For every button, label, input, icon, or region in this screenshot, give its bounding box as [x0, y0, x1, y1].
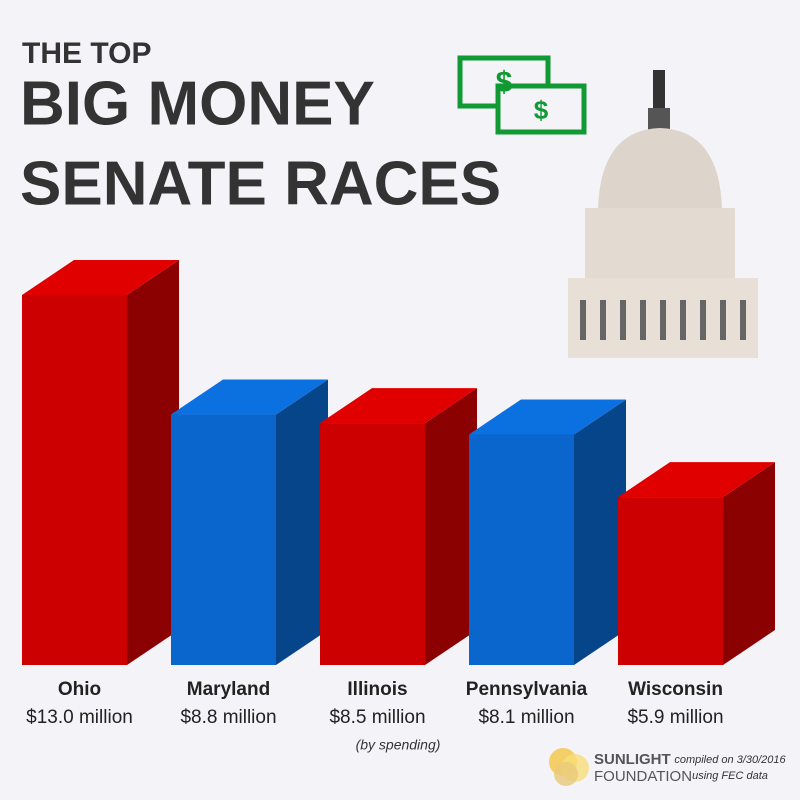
value-label: $13.0 million [26, 707, 133, 728]
category-label: Illinois [347, 679, 407, 700]
bar-side [723, 462, 775, 665]
category-label: Wisconsin [628, 679, 723, 700]
source-org: SUNLIGHT [594, 751, 671, 768]
source-note: compiled on 3/30/2016 [674, 754, 786, 766]
money-icon: $ $ [457, 55, 587, 135]
source-org: FOUNDATION [594, 768, 692, 785]
bar-side [127, 260, 179, 665]
value-label: $8.1 million [478, 707, 574, 728]
bars [22, 260, 775, 665]
title-main: BIG MONEY [20, 69, 375, 138]
bar-top [171, 379, 328, 415]
bar [320, 423, 425, 665]
category-label: Ohio [58, 679, 101, 700]
bar-top [22, 260, 179, 295]
title-small: THE TOP [22, 37, 151, 70]
svg-text:$: $ [534, 95, 549, 125]
bar [618, 497, 723, 665]
title-main: SENATE RACES [20, 149, 501, 218]
bar [22, 295, 127, 665]
value-label: $5.9 million [627, 707, 723, 728]
value-label: $8.8 million [180, 707, 276, 728]
bar-side [574, 399, 626, 665]
bar-top [469, 399, 626, 435]
value-label: $8.5 million [329, 707, 425, 728]
category-label: Pennsylvania [466, 679, 588, 700]
note: (by spending) [356, 737, 441, 753]
bar-top [320, 388, 477, 424]
capitol-icon [568, 70, 758, 358]
bar-side [425, 388, 477, 665]
bar [171, 414, 276, 665]
bar-top [618, 462, 775, 498]
category-label: Maryland [187, 679, 270, 700]
svg-text:$: $ [496, 66, 513, 99]
bar [469, 434, 574, 665]
sunlight-logo [549, 748, 589, 786]
source-note: using FEC data [692, 770, 768, 782]
bar-side [276, 379, 328, 665]
